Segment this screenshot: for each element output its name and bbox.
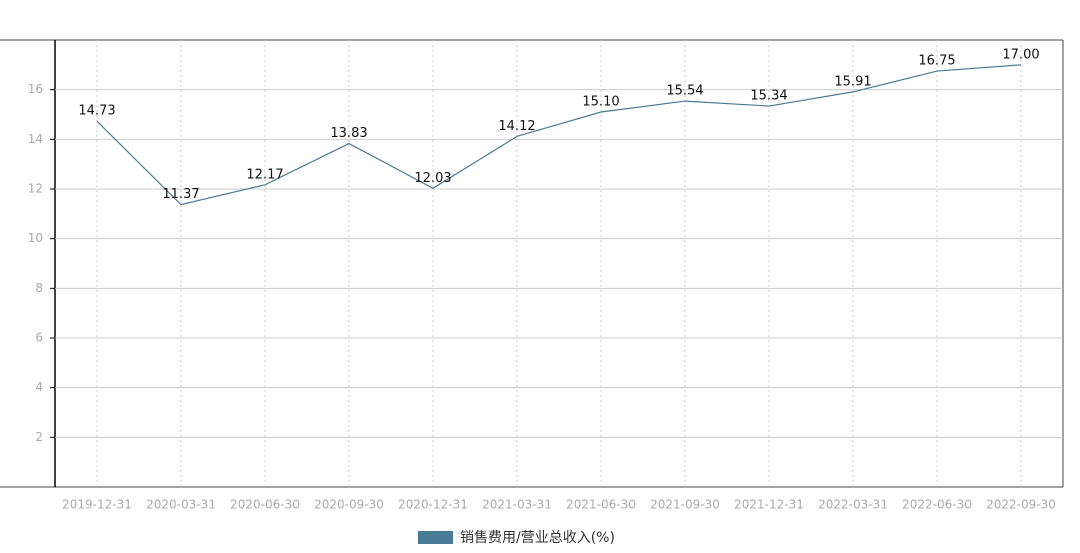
y-tick-label: 10: [28, 231, 43, 245]
data-label: 12.17: [246, 167, 283, 182]
x-tick-label: 2020-09-30: [314, 498, 384, 512]
y-tick-label: 16: [28, 82, 43, 96]
x-tick-label: 2020-06-30: [230, 498, 300, 512]
data-label: 11.37: [162, 187, 199, 202]
data-label: 15.10: [582, 95, 619, 110]
data-label: 16.75: [918, 54, 955, 69]
x-tick-label: 2021-06-30: [566, 498, 636, 512]
x-tick-label: 2022-03-31: [818, 498, 888, 512]
legend-swatch: [418, 531, 453, 544]
data-label: 15.54: [666, 84, 703, 99]
data-label: 15.34: [750, 89, 787, 104]
data-label: 12.03: [414, 171, 451, 186]
y-tick-label: 12: [28, 182, 43, 196]
data-label: 13.83: [330, 126, 367, 141]
y-tick-label: 14: [28, 132, 43, 146]
data-label: 15.91: [834, 74, 871, 89]
series-line: [96, 64, 1022, 206]
data-label: 14.73: [78, 104, 115, 119]
x-tick-label: 2020-12-31: [398, 498, 468, 512]
y-tick-label: 2: [35, 430, 43, 444]
data-label: 17.00: [1002, 47, 1039, 62]
data-label: 14.12: [498, 119, 535, 134]
x-tick-label: 2021-03-31: [482, 498, 552, 512]
x-tick-label: 2019-12-31: [62, 498, 132, 512]
legend-label: 销售费用/营业总收入(%): [460, 530, 615, 546]
x-tick-label: 2022-06-30: [902, 498, 972, 512]
x-tick-label: 2021-12-31: [734, 498, 804, 512]
y-tick-label: 4: [35, 380, 43, 394]
y-tick-label: 8: [35, 281, 43, 295]
x-tick-label: 2021-09-30: [650, 498, 720, 512]
y-tick-label: 6: [35, 331, 43, 345]
x-tick-label: 2020-03-31: [146, 498, 216, 512]
x-tick-label: 2022-09-30: [986, 498, 1056, 512]
